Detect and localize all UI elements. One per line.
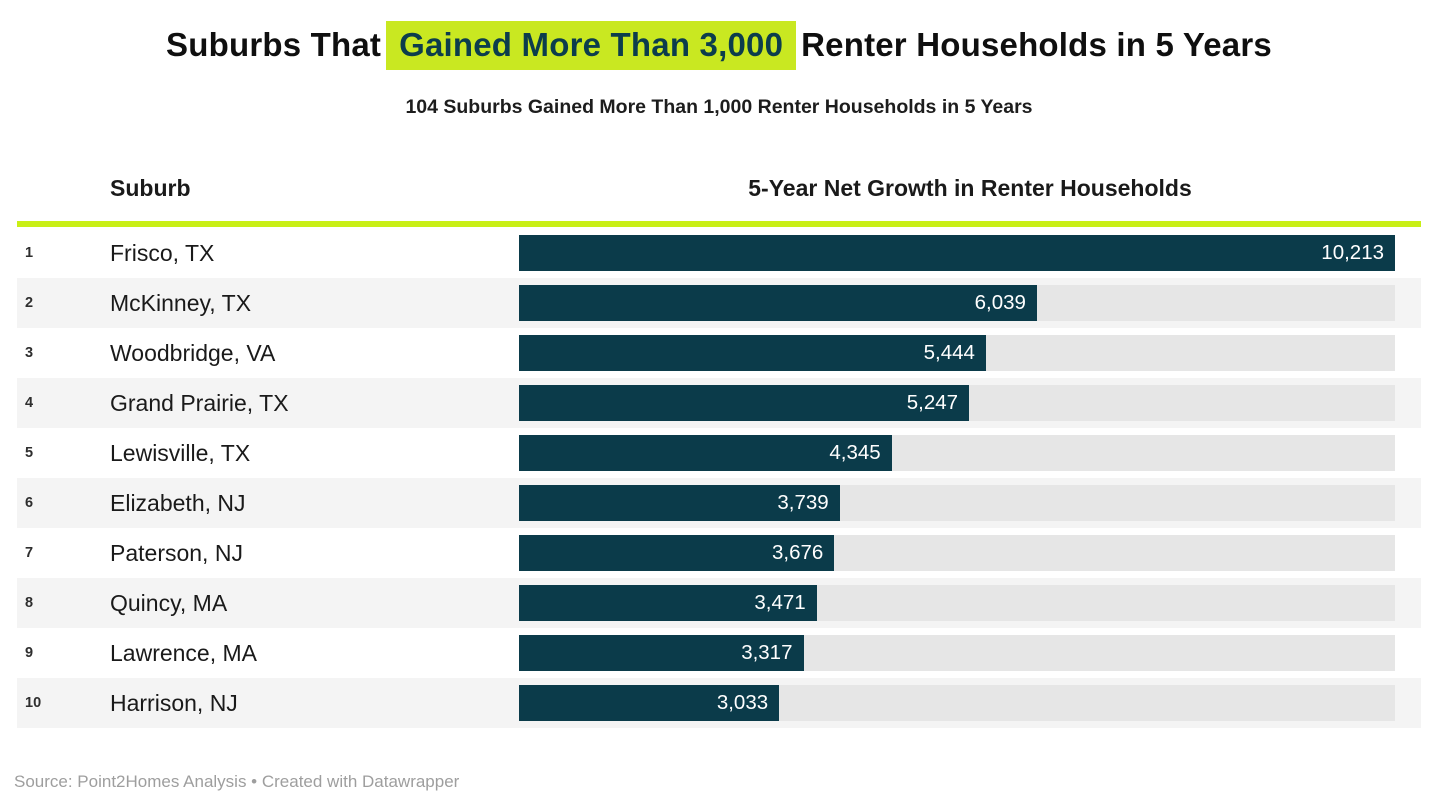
bar-track: 3,739 [519,485,1395,521]
bar-track: 10,213 [519,235,1395,271]
bar-value-label: 5,247 [906,391,959,414]
title-highlight: Gained More Than 3,000 [386,21,797,70]
row-rank: 6 [25,495,34,511]
bar-track: 3,676 [519,535,1395,571]
value-bar: 4,345 [519,435,892,471]
bar-value-label: 3,676 [771,541,824,564]
value-bar: 10,213 [519,235,1395,271]
row-suburb-label: Woodbridge, VA [110,339,276,366]
row-suburb-label: Frisco, TX [110,239,215,266]
column-header-value: 5-Year Net Growth in Renter Households [748,175,1192,201]
row-rank: 10 [25,695,42,711]
bar-value-label: 6,039 [974,291,1026,314]
row-rank: 3 [25,345,34,361]
title-suffix: Renter Households in 5 Years [801,26,1272,63]
chart-title: Suburbs That Gained More Than 3,000 Renter… [17,21,1421,70]
bar-track: 4,345 [519,435,1395,471]
row-suburb-label: Quincy, MA [110,589,228,616]
value-bar: 5,444 [519,335,986,371]
row-rank: 1 [25,245,34,261]
title-prefix: Suburbs That [166,26,382,63]
chart-container: Suburbs That Gained More Than 3,000 Renter… [0,21,1440,792]
bar-track: 5,444 [519,335,1395,371]
table-row: 9 Lawrence, MA 3,317 [17,628,1421,678]
value-bar: 3,471 [519,585,817,621]
table-row: 8 Quincy, MA 3,471 [17,578,1421,628]
row-suburb-label: Harrison, NJ [110,689,238,716]
value-bar: 3,317 [519,635,804,671]
value-bar: 3,739 [519,485,840,521]
bar-track: 5,247 [519,385,1395,421]
row-rank: 4 [25,395,34,411]
value-bar: 3,033 [519,685,780,721]
header-rule [17,221,1421,227]
column-header-suburb: Suburb [110,175,191,201]
bar-track: 3,317 [519,635,1395,671]
row-rank: 5 [25,445,34,461]
row-suburb-label: Paterson, NJ [110,539,243,566]
bar-value-label: 3,739 [777,491,829,514]
bar-track: 6,039 [519,285,1395,321]
value-bar: 6,039 [519,285,1037,321]
bar-value-label: 3,471 [754,591,806,614]
row-rank: 9 [25,645,34,661]
bar-track: 3,471 [519,585,1395,621]
bar-value-label: 10,213 [1321,241,1384,264]
bar-track: 3,033 [519,685,1395,721]
row-rank: 7 [25,545,34,561]
table-row: 10 Harrison, NJ 3,033 [17,678,1421,728]
value-bar: 3,676 [519,535,835,571]
row-suburb-label: Grand Prairie, TX [110,389,289,416]
row-suburb-label: Lewisville, TX [110,439,251,466]
row-suburb-label: Lawrence, MA [110,639,258,666]
row-rank: 2 [25,295,34,311]
table-row: 1 Frisco, TX 10,213 [17,228,1421,278]
bar-value-label: 5,444 [923,341,975,364]
table-row: 4 Grand Prairie, TX 5,247 [17,378,1421,428]
bar-value-label: 3,033 [716,691,769,714]
row-rank: 8 [25,595,34,611]
table-row: 5 Lewisville, TX 4,345 [17,428,1421,478]
table-row: 6 Elizabeth, NJ 3,739 [17,478,1421,528]
table-row: 3 Woodbridge, VA 5,444 [17,328,1421,378]
bar-value-label: 4,345 [829,441,881,464]
chart-subtitle: 104 Suburbs Gained More Than 1,000 Rente… [405,96,1033,118]
value-bar: 5,247 [519,385,970,421]
row-suburb-label: McKinney, TX [110,289,252,316]
row-suburb-label: Elizabeth, NJ [110,489,246,516]
table-body: 1 Frisco, TX 10,213 2 McKinney, TX 6,039 3 Wood… [17,228,1421,728]
table-row: 2 McKinney, TX 6,039 [17,278,1421,328]
bar-value-label: 3,317 [741,641,793,664]
table-row: 7 Paterson, NJ 3,676 [17,528,1421,578]
source-line: Source: Point2Homes Analysis • Created w… [14,772,460,791]
table-header: Suburb 5-Year Net Growth in Renter House… [17,175,1421,202]
